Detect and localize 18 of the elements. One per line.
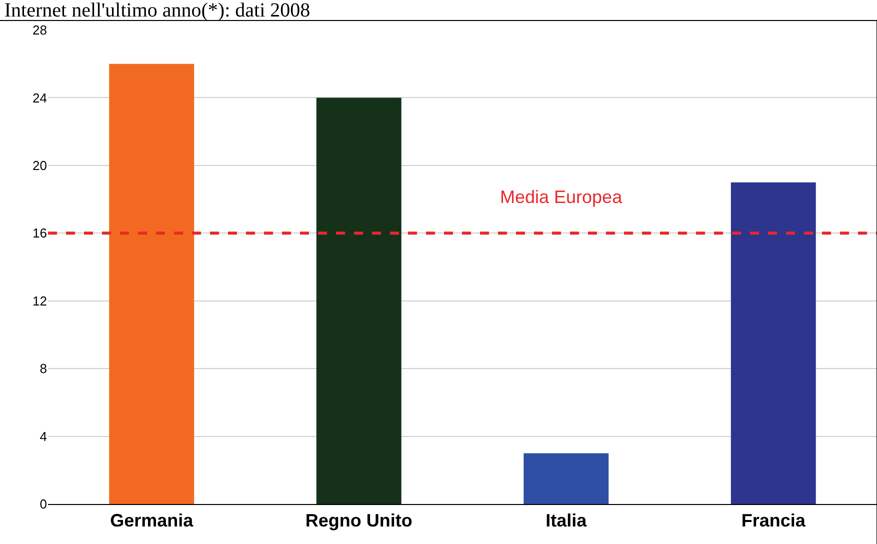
bar <box>524 453 609 504</box>
chart-title: Internet nell'ultimo anno(*): dati 2008 <box>4 0 310 22</box>
x-tick-label: Francia <box>741 510 806 531</box>
y-tick-label: 20 <box>32 158 47 173</box>
y-tick-label: 12 <box>32 293 47 308</box>
y-tick-label: 0 <box>40 496 47 512</box>
x-tick-label: Italia <box>546 510 588 531</box>
y-tick-label: 28 <box>32 22 47 38</box>
ref-line-label: Media Europea <box>500 187 624 207</box>
y-tick-label: 8 <box>40 361 47 376</box>
bar <box>109 64 194 504</box>
bar <box>316 98 402 504</box>
x-tick-label: Regno Unito <box>305 510 412 531</box>
x-tick-label: Germania <box>110 510 194 531</box>
bar <box>730 182 816 504</box>
y-tick-label: 4 <box>40 428 47 444</box>
y-tick-label: 24 <box>32 90 47 106</box>
y-tick-label: 16 <box>32 226 47 241</box>
